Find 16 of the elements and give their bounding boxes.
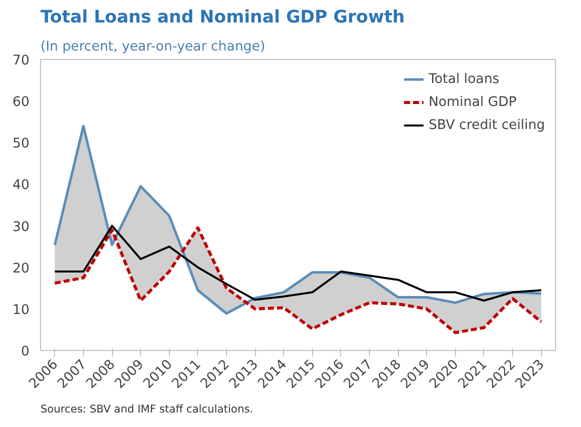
y-tick-label: 0 xyxy=(21,344,30,360)
legend-label: Total loans xyxy=(428,72,500,86)
chart-title: Total Loans and Nominal GDP Growth xyxy=(40,8,405,28)
y-tick-label: 30 xyxy=(12,220,30,235)
legend-label: SBV credit ceiling xyxy=(428,118,545,132)
y-tick-label: 40 xyxy=(12,178,30,194)
line-series xyxy=(53,226,543,334)
line-series xyxy=(54,224,542,302)
y-tick-label: 70 xyxy=(12,54,30,68)
source-note: Sources: SBV and IMF staff calculations. xyxy=(40,402,254,416)
chart-subtitle: (In percent, year-on-year change) xyxy=(40,40,266,54)
legend-label: Nominal GDP xyxy=(428,94,517,110)
y-tick-label: 50 xyxy=(12,136,30,152)
y-tick-label: 10 xyxy=(12,302,30,318)
y-tick-label: 60 xyxy=(12,95,30,110)
y-tick-label: 20 xyxy=(12,261,30,276)
